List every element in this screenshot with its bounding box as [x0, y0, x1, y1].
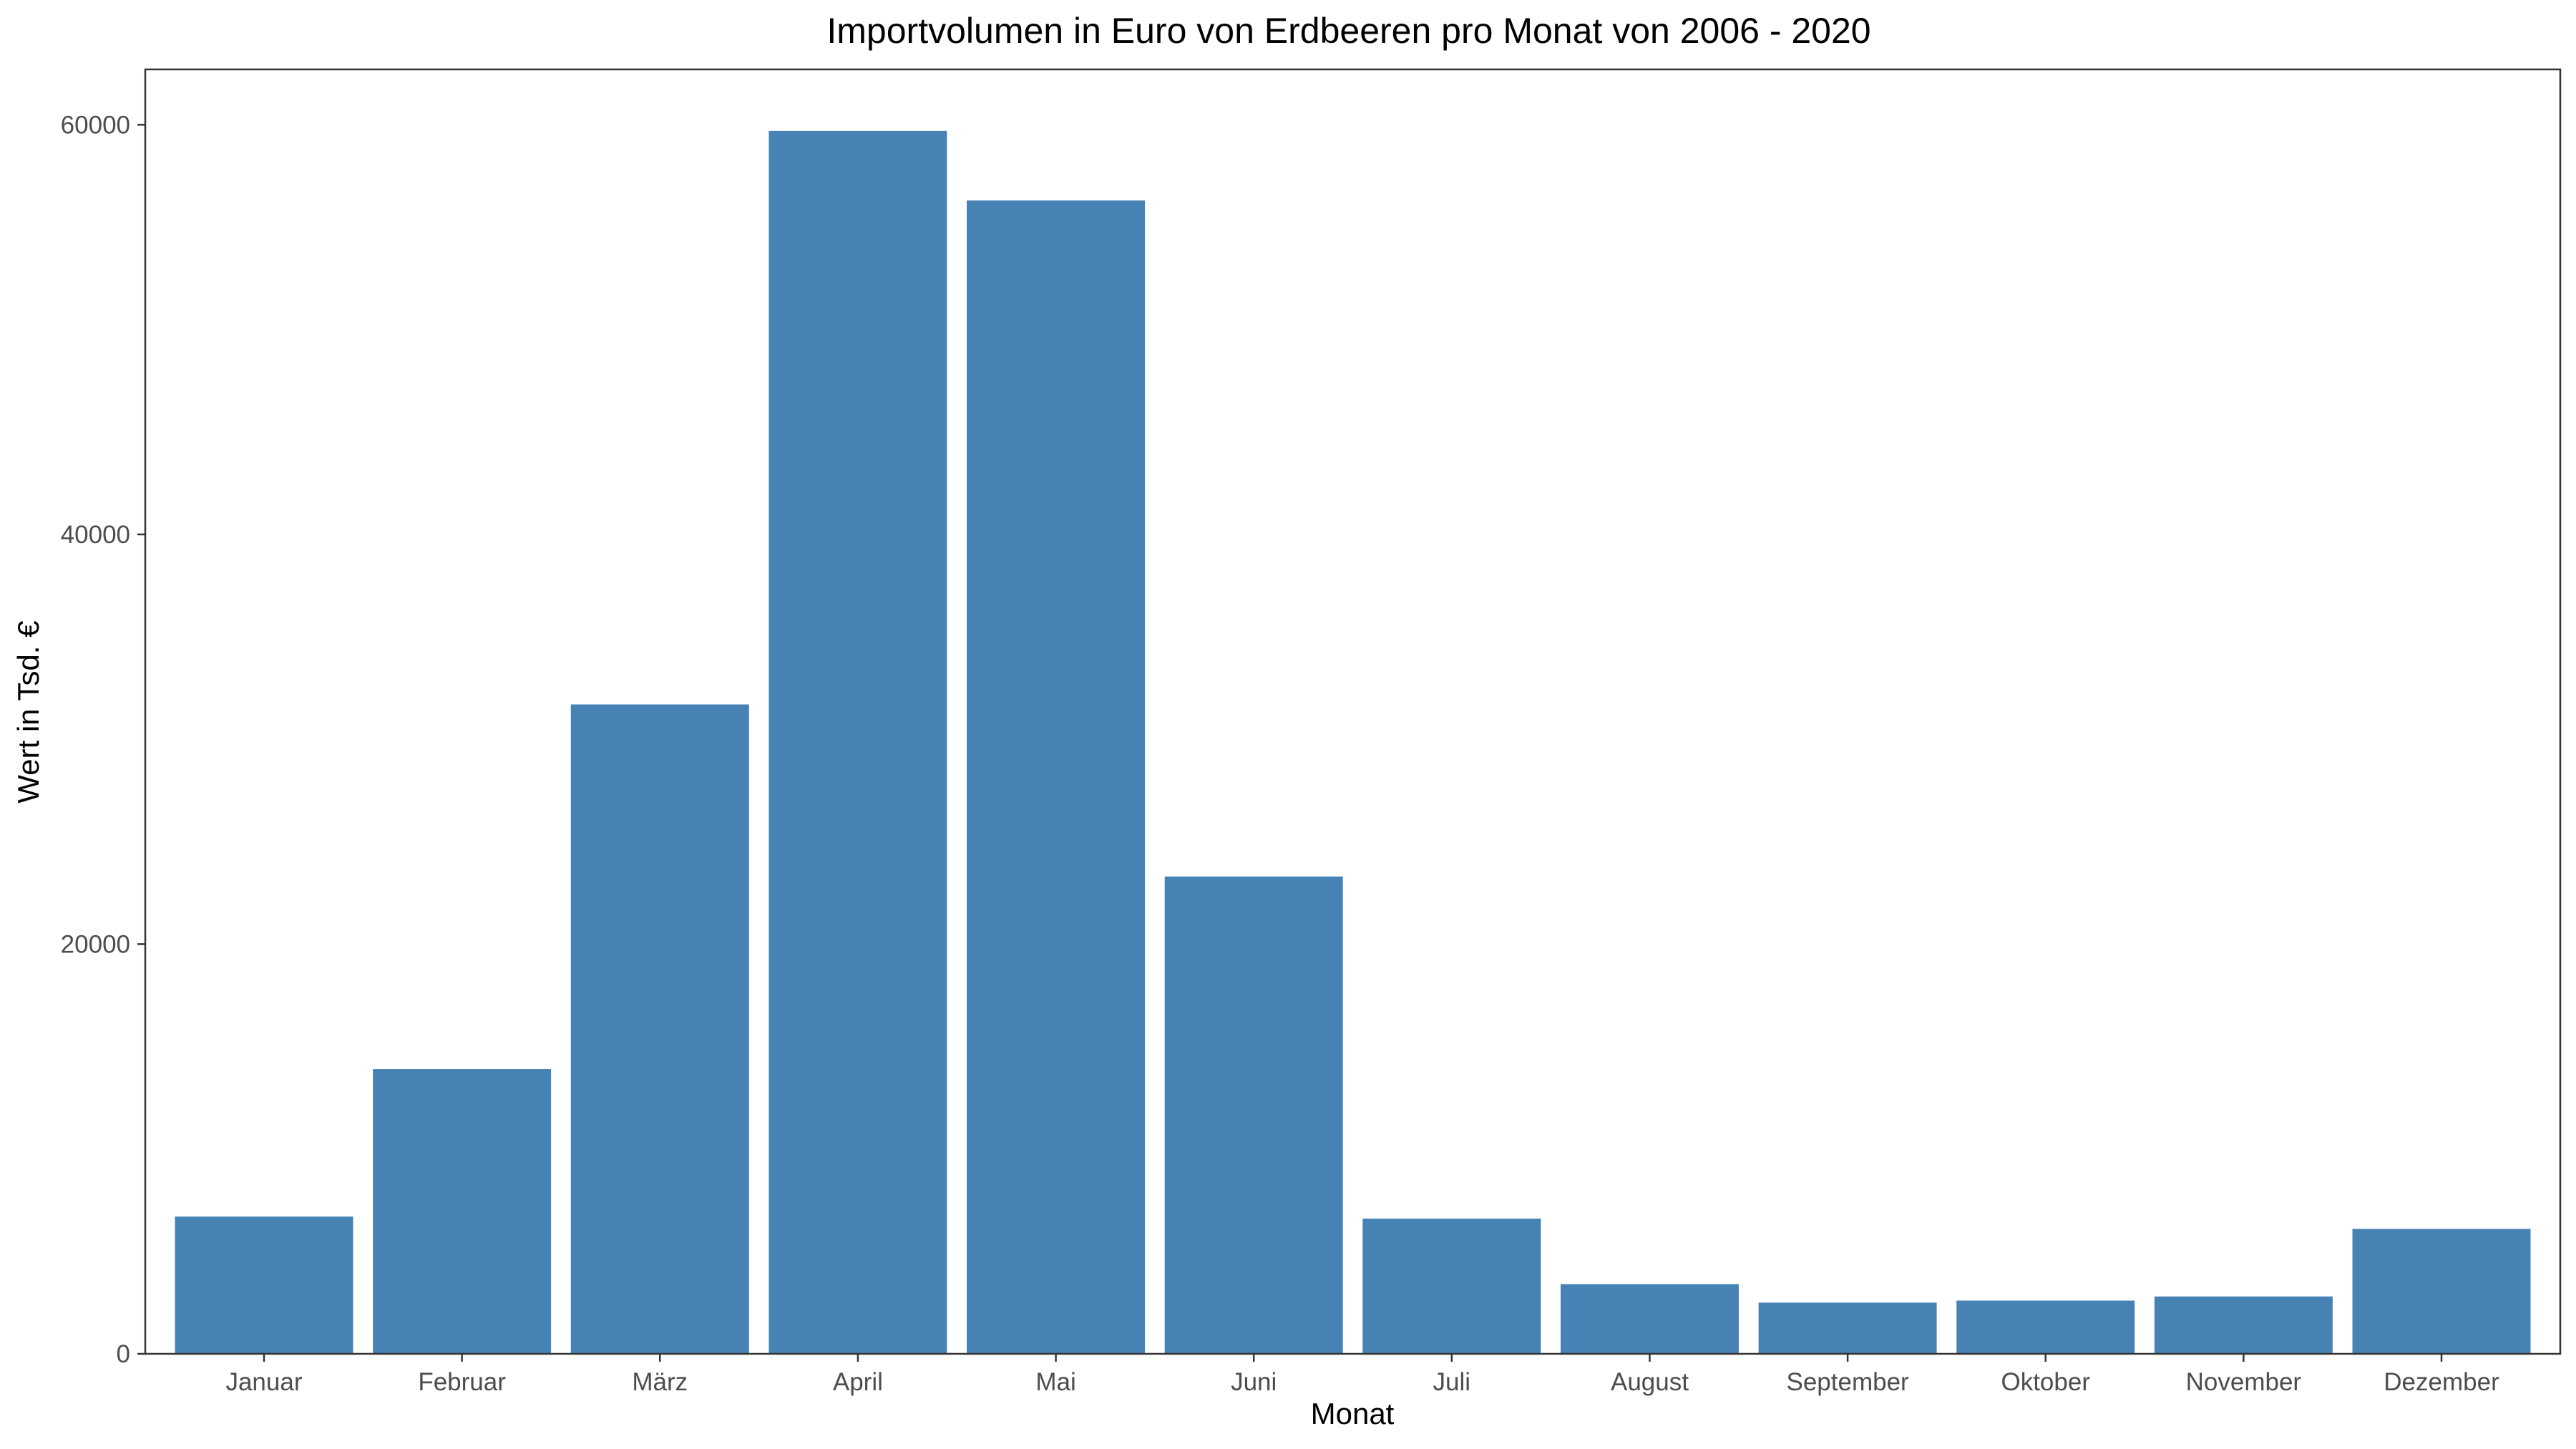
x-tick-label: Juni — [1231, 1368, 1277, 1396]
plot-panel-border — [144, 68, 2562, 1355]
bar-märz — [570, 704, 749, 1354]
x-tick-label: Dezember — [2384, 1368, 2499, 1396]
x-axis-title: Monat — [1311, 1397, 1395, 1430]
x-tick-label: Oktober — [2001, 1368, 2090, 1396]
bar-august — [1560, 1284, 1739, 1354]
x-tick-label: April — [833, 1368, 883, 1396]
y-axis-title: Wert in Tsd. € — [11, 620, 45, 803]
bar-oktober — [1956, 1300, 2135, 1354]
y-axis: 0 20000 40000 60000 — [61, 111, 145, 1368]
bar-dezember — [2352, 1229, 2531, 1354]
x-tick-label: September — [1786, 1368, 1909, 1396]
y-tick-label: 40000 — [61, 521, 130, 549]
x-tick-label: März — [632, 1368, 688, 1396]
x-tick-label: November — [2186, 1368, 2302, 1396]
bar-juni — [1164, 876, 1343, 1354]
bar-november — [2154, 1296, 2333, 1354]
y-tick-label: 0 — [117, 1340, 130, 1368]
x-axis: Januar Februar März April Mai Juni Juli August S… — [225, 1354, 2499, 1396]
bars-layer — [175, 130, 2531, 1355]
y-tick-label: 60000 — [61, 111, 130, 139]
bar-september — [1758, 1302, 1937, 1354]
x-tick-label: Mai — [1035, 1368, 1075, 1396]
bar-juli — [1362, 1219, 1541, 1354]
x-tick-label: Februar — [418, 1368, 506, 1396]
bar-april — [769, 130, 947, 1355]
bar-mai — [967, 200, 1146, 1354]
chart-title: Importvolumen in Euro von Erdbeeren pro … — [826, 11, 1870, 51]
x-tick-label: Juli — [1433, 1368, 1471, 1396]
x-tick-label: Januar — [225, 1368, 302, 1396]
x-tick-label: August — [1611, 1368, 1689, 1396]
y-tick-label: 20000 — [61, 930, 130, 958]
bar-februar — [373, 1069, 552, 1354]
bar-januar — [175, 1216, 353, 1354]
